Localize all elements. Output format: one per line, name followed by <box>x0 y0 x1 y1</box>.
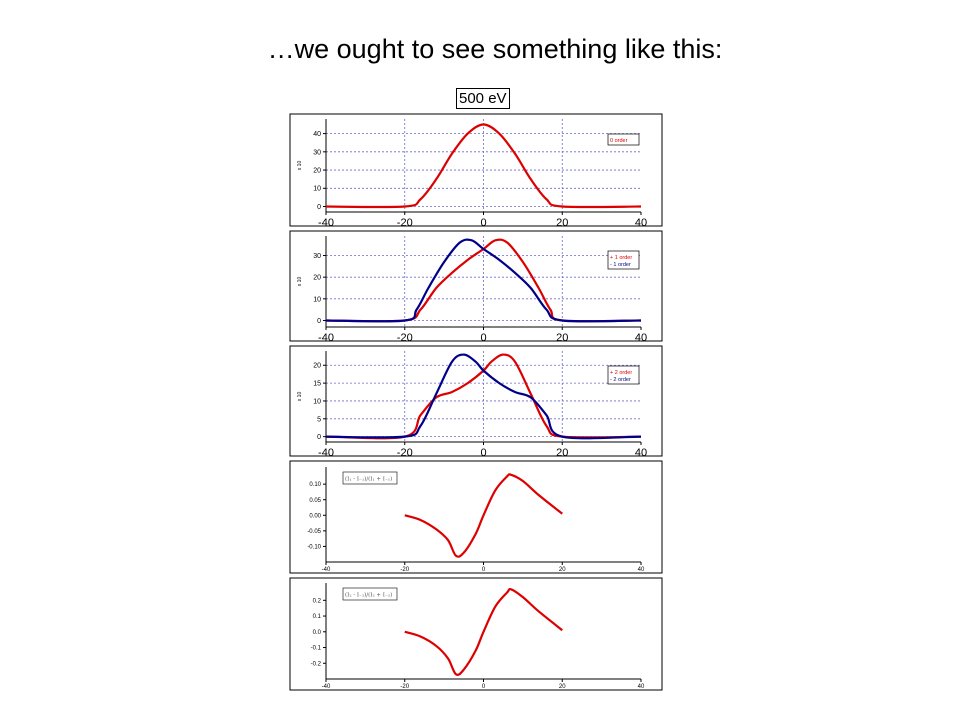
y-tick-label: 30 <box>313 149 321 156</box>
legend-entry: + 1 order <box>610 255 632 261</box>
legend-entry: 0 order <box>610 138 628 144</box>
legend-box <box>607 133 640 146</box>
y-tick-label: 0 <box>317 318 321 325</box>
y-tick-label: 10 <box>313 398 321 405</box>
y-tick-label: 0.1 <box>313 614 322 620</box>
x-tick-label: 0 <box>480 447 486 459</box>
x-tick-label: 0 <box>480 217 486 229</box>
x-tick-label: 0 <box>480 332 486 344</box>
y-axis-label: x 10 <box>297 277 303 287</box>
y-tick-label: 10 <box>313 296 321 303</box>
legend-box <box>607 250 640 270</box>
series-line <box>325 353 642 440</box>
x-tick-label: -20 <box>397 332 413 344</box>
y-tick-label: 10 <box>313 186 321 193</box>
y-tick-label: 40 <box>313 131 321 138</box>
legend-formula: (I₁ - I₋₁)/(I₁ + I₋₁) <box>345 476 392 483</box>
y-tick-label: 0.00 <box>309 513 321 519</box>
y-axis-label: x 10 <box>297 161 303 171</box>
x-tick-label: -20 <box>400 684 409 690</box>
x-tick-label: 0 <box>482 684 486 690</box>
y-tick-label: -0.1 <box>311 646 322 652</box>
series-line <box>325 123 642 209</box>
y-tick-label: 20 <box>313 275 321 282</box>
y-tick-label: -0.05 <box>307 529 321 535</box>
energy-label-box: 500 eV <box>456 88 510 109</box>
series-line <box>325 238 642 323</box>
x-tick-label: -40 <box>318 217 334 229</box>
legend-entry: + 2 order <box>610 370 632 376</box>
y-axis-label: x 10 <box>297 392 303 402</box>
series-line <box>404 473 563 558</box>
x-tick-label: 20 <box>559 567 566 573</box>
series-line <box>404 587 563 676</box>
y-tick-label: 0.10 <box>309 482 321 488</box>
y-tick-label: 0.0 <box>313 630 322 636</box>
y-tick-label: 20 <box>313 168 321 175</box>
legend-formula: (I₂ - I₋₂)/(I₂ + I₋₂) <box>345 592 392 599</box>
x-tick-label: 40 <box>638 567 645 573</box>
y-tick-label: 0.2 <box>313 598 322 604</box>
x-tick-label: -20 <box>400 567 409 573</box>
x-tick-label: -40 <box>318 332 334 344</box>
legend-entry: - 1 order <box>610 262 631 268</box>
x-tick-label: -40 <box>322 567 331 573</box>
x-tick-label: 40 <box>635 447 647 459</box>
x-tick-label: 40 <box>638 684 645 690</box>
x-tick-label: 20 <box>556 332 568 344</box>
y-tick-label: 5 <box>317 416 321 423</box>
y-tick-label: -0.10 <box>307 545 321 551</box>
y-tick-label: 20 <box>313 363 321 370</box>
y-tick-label: 0.05 <box>309 498 321 504</box>
x-tick-label: -20 <box>397 217 413 229</box>
y-tick-label: -0.2 <box>311 661 322 667</box>
y-tick-label: 0 <box>317 204 321 211</box>
legend-box <box>342 587 398 601</box>
x-tick-label: 20 <box>556 217 568 229</box>
x-tick-label: 20 <box>559 684 566 690</box>
x-tick-label: -40 <box>322 684 331 690</box>
series-line <box>325 353 642 440</box>
legend-entry: - 2 order <box>610 377 631 383</box>
slide-title: …we ought to see something like this: <box>267 34 723 64</box>
chart-panel-frame <box>289 230 663 342</box>
y-tick-label: 15 <box>313 381 321 388</box>
x-tick-label: 20 <box>556 447 568 459</box>
x-tick-label: -40 <box>318 447 334 459</box>
x-tick-label: 40 <box>635 332 647 344</box>
x-tick-label: 40 <box>635 217 647 229</box>
x-tick-label: 0 <box>482 567 486 573</box>
series-line <box>325 238 642 323</box>
legend-box <box>607 365 640 385</box>
y-tick-label: 0 <box>317 434 321 441</box>
x-tick-label: -20 <box>397 447 413 459</box>
legend-box <box>342 471 398 485</box>
y-tick-label: 30 <box>313 253 321 260</box>
